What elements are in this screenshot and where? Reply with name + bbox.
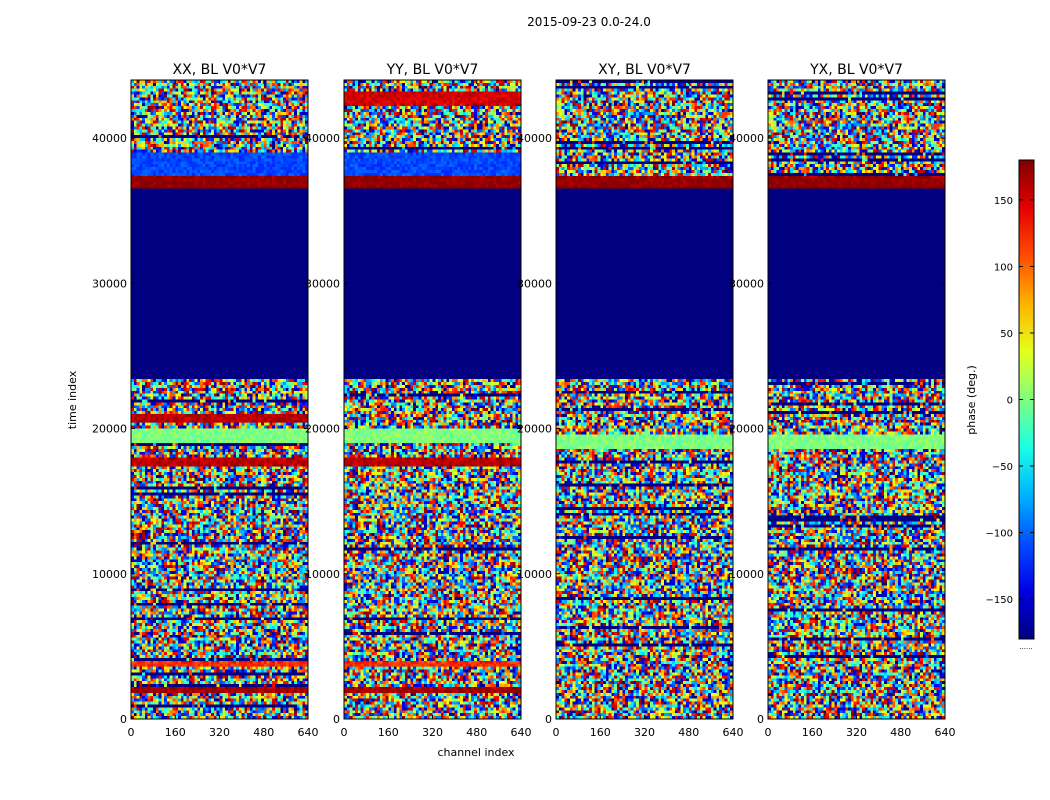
y-tick-label: 10000 [517,568,552,581]
x-tick-label: 160 [378,726,399,739]
flagged-block [131,188,308,378]
panel-title: XY, BL V0*V7 [598,62,691,78]
x-tick-label: 0 [341,726,348,739]
colorbar-tick-label: −100 [986,529,1013,540]
panel-4: YX, BL V0*V7 0 160 320 480 640 0 10000 20000 3000… [729,62,956,739]
colorbar-tick-label: 0 [1007,396,1013,407]
colorbar-tick-label: 100 [994,262,1013,273]
y-tick-label: 30000 [92,277,127,290]
phase-band [344,459,521,465]
x-tick-label: 640 [935,726,956,739]
y-tick-label: 0 [120,713,127,726]
x-tick-label: 640 [723,726,744,739]
panels: XX, BL V0*V7 0 160 320 480 640 0 10000 20000 3000… [92,62,956,739]
y-tick-label: 30000 [729,277,764,290]
flagged-block [768,188,945,378]
phase-band [556,435,733,449]
y-tick-label: 40000 [517,132,552,145]
panel-2: YY, BL V0*V7 0 160 320 480 640 0 10000 20000 3000… [305,62,532,739]
x-tick-label: 640 [511,726,532,739]
phase-band [344,662,521,667]
phase-band [131,175,308,189]
y-tick-label: 10000 [305,568,340,581]
x-tick-label: 480 [466,726,487,739]
x-tick-label: 0 [553,726,560,739]
colorbar-tick-label: 150 [994,196,1013,207]
x-tick-label: 640 [298,726,319,739]
phase-image [556,80,733,719]
x-tick-label: 0 [128,726,135,739]
phase-band [768,435,945,449]
x-tick-label: 160 [590,726,611,739]
phase-band [344,175,521,189]
phase-band [344,688,521,693]
colorbar-label: phase (deg.) [965,365,978,435]
y-axis-label: time index [66,370,79,429]
y-tick-label: 30000 [305,277,340,290]
colorbar-tick-label: −50 [992,462,1013,473]
phase-band [344,429,521,444]
phase-band [131,429,308,444]
y-tick-label: 20000 [92,423,127,436]
panel-title: YY, BL V0*V7 [386,62,479,78]
y-tick-label: 40000 [729,132,764,145]
y-tick-label: 20000 [517,423,552,436]
y-tick-label: 20000 [729,423,764,436]
phase-band [131,152,308,176]
y-tick-label: 0 [545,713,552,726]
y-tick-label: 40000 [92,132,127,145]
y-tick-label: 10000 [92,568,127,581]
phase-band [131,414,308,423]
phase-band [344,152,521,176]
x-tick-label: 480 [890,726,911,739]
colorbar-tick-label: 50 [1000,329,1013,340]
phase-band [344,91,521,105]
y-tick-label: 20000 [305,423,340,436]
figure-suptitle: 2015-09-23 0.0-24.0 [527,15,651,29]
colorbar-footer: ...... [1019,643,1032,651]
y-tick-label: 0 [757,713,764,726]
phase-image [768,80,945,719]
phase-band [556,177,733,189]
phase-band [768,177,945,189]
y-tick-label: 10000 [729,568,764,581]
y-tick-label: 30000 [517,277,552,290]
y-tick-label: 40000 [305,132,340,145]
x-tick-label: 320 [634,726,655,739]
flagged-block [344,188,521,378]
phase-band [131,459,308,465]
panel-title: XX, BL V0*V7 [173,62,267,78]
y-tick-label: 0 [333,713,340,726]
x-tick-label: 320 [209,726,230,739]
colorbar: −150 −100 −50 0 50 100 150 [986,159,1035,640]
panel-3: XY, BL V0*V7 0 160 320 480 640 0 10000 20000 3000… [517,62,744,739]
x-tick-label: 480 [253,726,274,739]
panel-title: YX, BL V0*V7 [809,62,903,78]
x-tick-label: 160 [165,726,186,739]
x-tick-label: 320 [846,726,867,739]
x-tick-label: 0 [765,726,772,739]
x-tick-label: 480 [678,726,699,739]
panel-1: XX, BL V0*V7 0 160 320 480 640 0 10000 20000 3000… [92,62,319,739]
phase-band [131,662,308,667]
phase-band [131,688,308,693]
x-tick-label: 160 [802,726,823,739]
colorbar-tick-label: −150 [986,595,1013,606]
x-tick-label: 320 [422,726,443,739]
flagged-block [556,188,733,378]
x-axis-label: channel index [437,746,515,759]
